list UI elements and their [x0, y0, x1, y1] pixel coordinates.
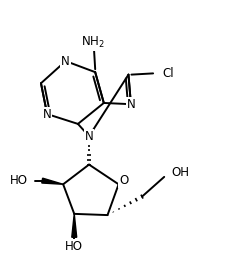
Text: N: N — [43, 107, 51, 120]
Text: N: N — [127, 98, 135, 111]
Text: HO: HO — [10, 174, 28, 187]
Text: NH$_2$: NH$_2$ — [81, 35, 105, 50]
Text: O: O — [119, 174, 129, 187]
Polygon shape — [42, 178, 63, 184]
Text: HO: HO — [65, 240, 83, 253]
Text: OH: OH — [172, 166, 190, 179]
Text: N: N — [85, 130, 93, 143]
Polygon shape — [72, 214, 77, 237]
Text: Cl: Cl — [163, 67, 174, 80]
Text: N: N — [61, 55, 70, 68]
